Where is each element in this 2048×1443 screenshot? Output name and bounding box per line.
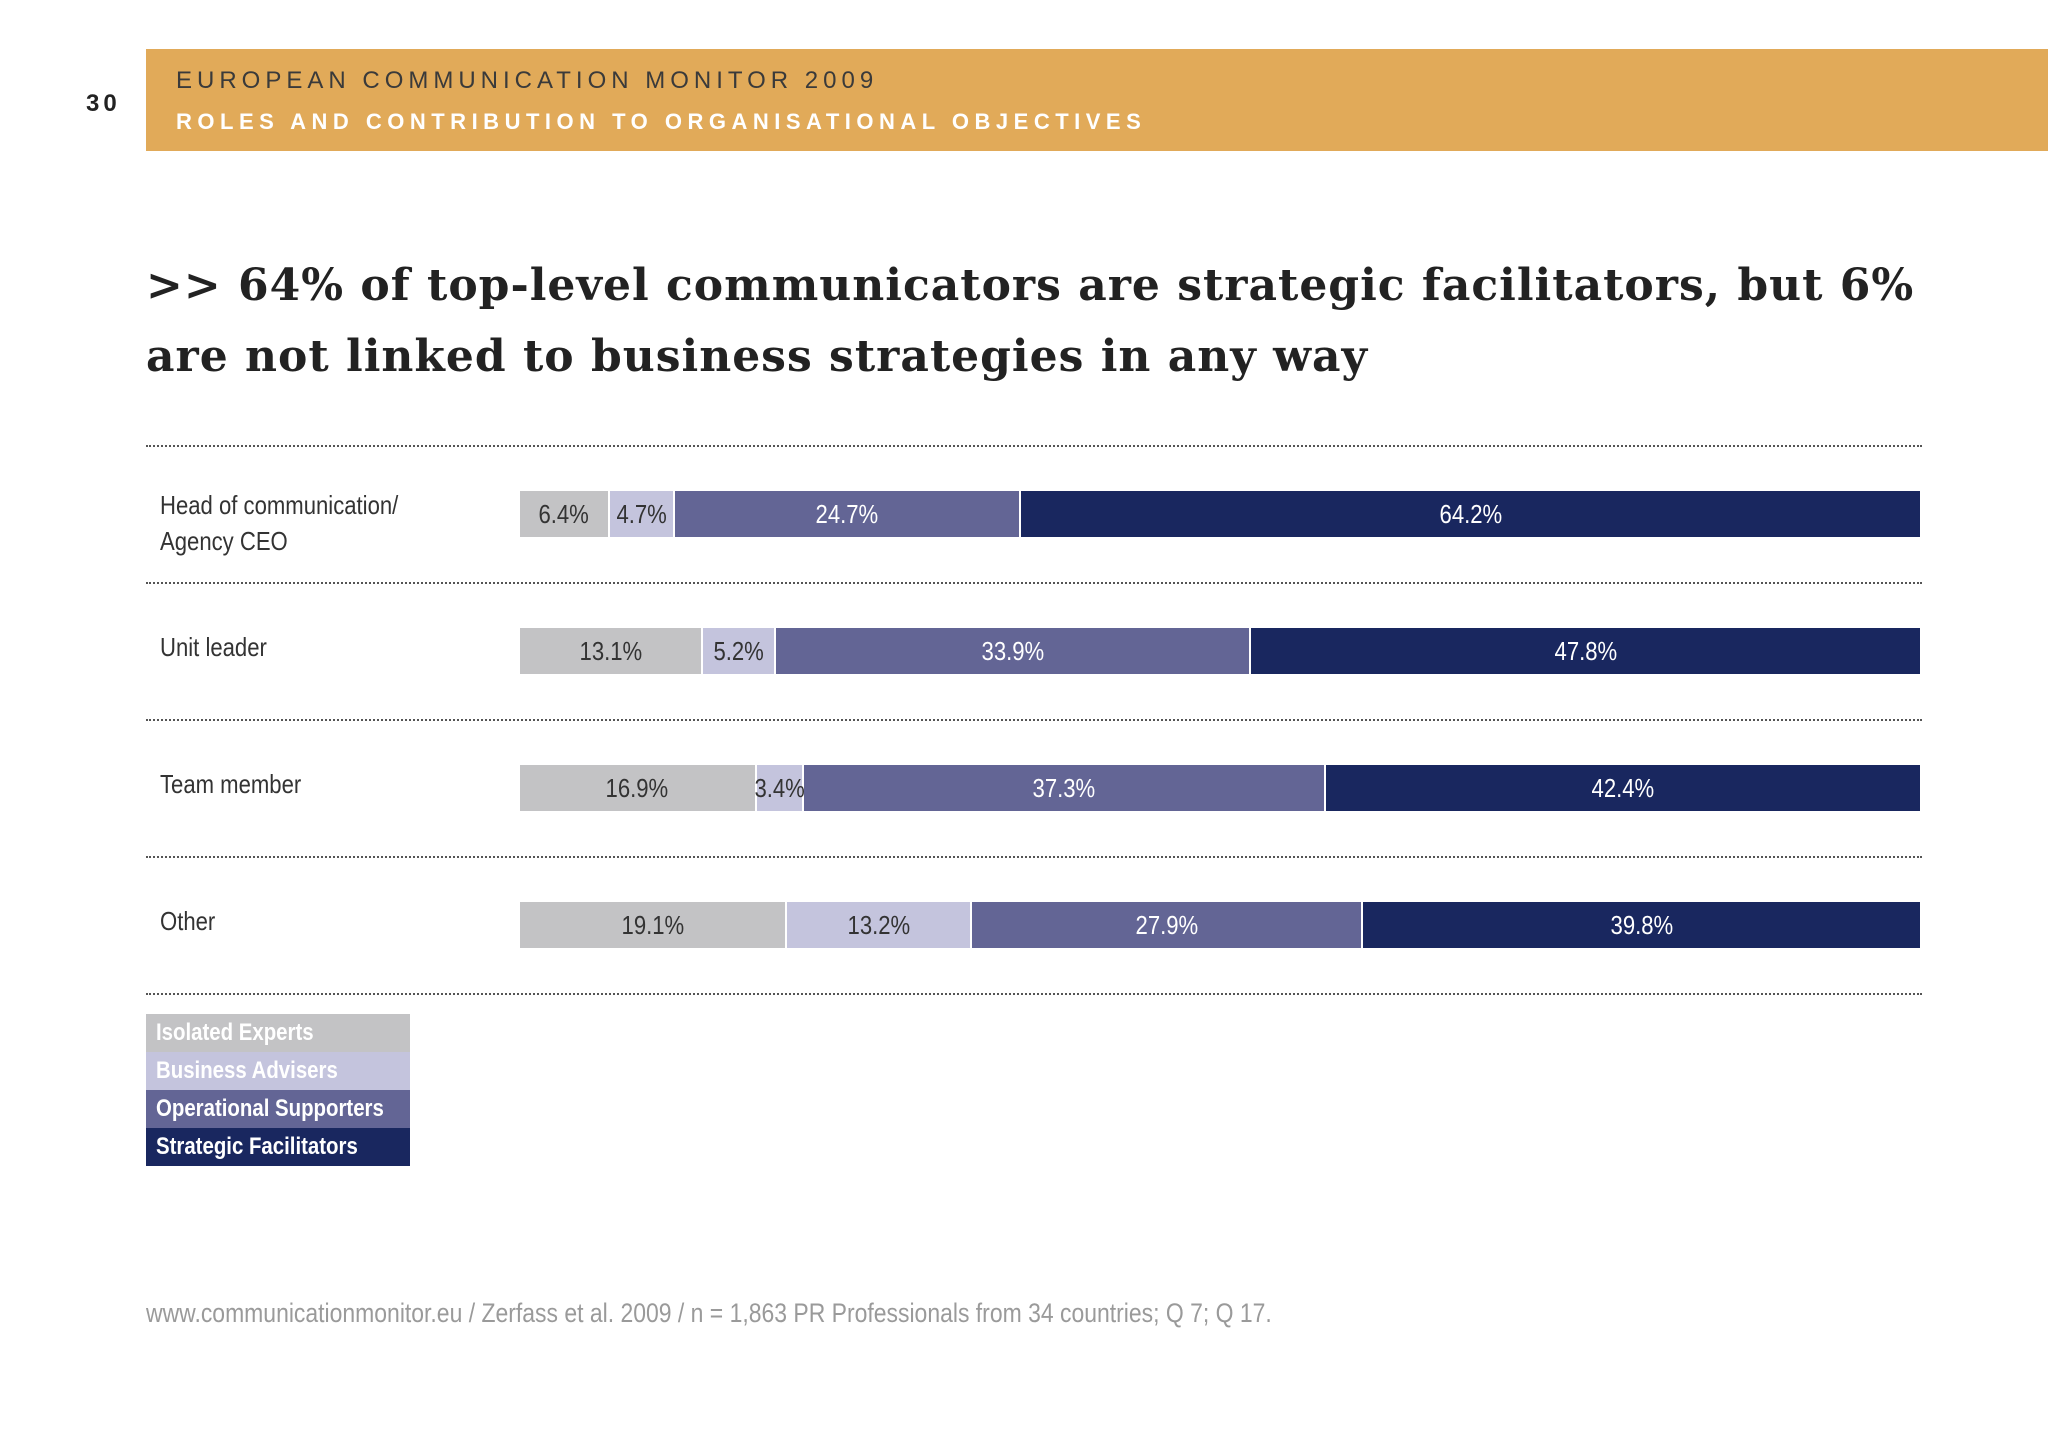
bar-segment: 39.8% bbox=[1362, 902, 1920, 948]
legend-entry: Isolated Experts bbox=[146, 1014, 410, 1052]
bar-segment: 42.4% bbox=[1326, 765, 1920, 811]
data-label: 13.1% bbox=[579, 635, 643, 666]
report-title: EUROPEAN COMMUNICATION MONITOR 2009 bbox=[176, 67, 879, 94]
bar-segment: 33.9% bbox=[776, 628, 1251, 674]
row-separator bbox=[146, 445, 1922, 447]
page-number: 30 bbox=[86, 90, 121, 117]
bar-row: 19.1% 13.2% 27.9% 39.8% bbox=[520, 902, 1920, 948]
data-label: 6.4% bbox=[538, 498, 589, 529]
data-label: 3.4% bbox=[754, 772, 805, 803]
data-label: 47.8% bbox=[1554, 635, 1617, 666]
bar-segment: 37.3% bbox=[804, 765, 1327, 811]
category-label: Team member bbox=[160, 769, 302, 799]
row-separator bbox=[146, 719, 1922, 721]
data-label: 42.4% bbox=[1591, 772, 1655, 803]
bar-segment: 19.1% bbox=[520, 902, 788, 948]
section-title: ROLES AND CONTRIBUTION TO ORGANISATIONAL… bbox=[176, 109, 1147, 134]
row-separator bbox=[146, 582, 1922, 584]
bar-segment: 24.7% bbox=[675, 491, 1022, 537]
row-separator bbox=[146, 993, 1922, 995]
bar-segment: 5.2% bbox=[703, 628, 777, 674]
data-label: 16.9% bbox=[605, 772, 669, 803]
category-label: Other bbox=[160, 906, 216, 936]
bar-segment: 47.8% bbox=[1250, 628, 1920, 674]
row-separator bbox=[146, 856, 1922, 858]
bar-segment: 16.9% bbox=[520, 765, 757, 811]
data-label: 33.9% bbox=[981, 635, 1044, 666]
data-label: 37.3% bbox=[1032, 772, 1096, 803]
bar-row: 13.1% 5.2% 33.9% 47.8% bbox=[520, 628, 1920, 674]
legend-entry: Strategic Facilitators bbox=[146, 1128, 410, 1166]
chart-legend: Isolated Experts Business Advisers Operati… bbox=[146, 1014, 410, 1166]
data-label: 13.2% bbox=[847, 909, 911, 940]
data-label: 5.2% bbox=[713, 635, 764, 666]
page-headline: >> 64% of top-level communicators are st… bbox=[146, 260, 1915, 382]
stacked-bar-chart: Head of communication/Agency CEO 6.4% 4.7%… bbox=[146, 440, 1922, 1000]
data-label: 4.7% bbox=[616, 498, 667, 529]
data-label: 39.8% bbox=[1610, 909, 1673, 940]
bar-segment: 27.9% bbox=[972, 902, 1363, 948]
data-label: 19.1% bbox=[621, 909, 685, 940]
legend-entry: Operational Supporters bbox=[146, 1090, 410, 1128]
source-footnote: www.communicationmonitor.eu / Zerfass et… bbox=[146, 1298, 1272, 1328]
header-band: EUROPEAN COMMUNICATION MONITOR 2009 ROLE… bbox=[146, 49, 2048, 151]
data-label: 24.7% bbox=[815, 498, 879, 529]
category-label: Head of communication/Agency CEO bbox=[160, 490, 399, 556]
bar-segment: 3.4% bbox=[754, 765, 805, 811]
bar-segment: 6.4% bbox=[520, 491, 610, 537]
bar-row: 6.4% 4.7% 24.7% 64.2% bbox=[520, 491, 1920, 537]
bar-segment: 13.2% bbox=[787, 902, 973, 948]
bar-segment: 4.7% bbox=[609, 491, 676, 537]
legend-entry: Business Advisers bbox=[146, 1052, 410, 1090]
data-label: 64.2% bbox=[1439, 498, 1502, 529]
bar-segment: 13.1% bbox=[520, 628, 704, 674]
bar-segment: 64.2% bbox=[1021, 491, 1920, 537]
category-label: Unit leader bbox=[160, 632, 267, 662]
data-label: 27.9% bbox=[1135, 909, 1198, 940]
bar-row: 16.9% 3.4% 37.3% 42.4% bbox=[520, 765, 1920, 811]
